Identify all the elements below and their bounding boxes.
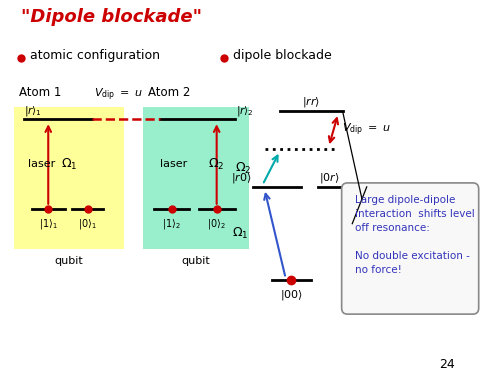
FancyBboxPatch shape — [14, 107, 124, 248]
Text: $|1\rangle_1$: $|1\rangle_1$ — [39, 217, 58, 231]
Text: atomic configuration: atomic configuration — [30, 49, 160, 62]
Text: $V_{\rm dip}\ =\ u$: $V_{\rm dip}\ =\ u$ — [94, 87, 144, 103]
Text: $\Omega_2$: $\Omega_2$ — [208, 156, 224, 172]
Text: laser: laser — [28, 159, 55, 169]
Text: qubit: qubit — [54, 257, 84, 266]
FancyBboxPatch shape — [143, 107, 249, 248]
Text: $\Omega_2$: $\Omega_2$ — [234, 160, 251, 175]
Text: "Dipole blockade": "Dipole blockade" — [21, 8, 202, 26]
Text: $V_{\rm dip}\ =\ u$: $V_{\rm dip}\ =\ u$ — [342, 122, 392, 138]
Text: $|r\rangle_1$: $|r\rangle_1$ — [24, 104, 42, 118]
Text: Large dipole-dipole
interaction  shifts level
off resonance:

No double excitati: Large dipole-dipole interaction shifts l… — [355, 195, 475, 275]
Text: $|0\rangle_1$: $|0\rangle_1$ — [78, 217, 98, 231]
Text: $|1\rangle_2$: $|1\rangle_2$ — [162, 217, 182, 231]
Text: Atom 2: Atom 2 — [148, 86, 190, 99]
Text: $|r\rangle_2$: $|r\rangle_2$ — [236, 104, 254, 118]
Text: $|rr\rangle$: $|rr\rangle$ — [302, 95, 320, 109]
Text: $|r0\rangle$: $|r0\rangle$ — [231, 171, 252, 185]
Text: Atom 1: Atom 1 — [20, 86, 61, 99]
Text: laser: laser — [160, 159, 188, 169]
FancyBboxPatch shape — [342, 183, 478, 314]
Text: $\Omega_1$: $\Omega_1$ — [232, 226, 248, 241]
Text: qubit: qubit — [182, 257, 210, 266]
Text: $|0\rangle_2$: $|0\rangle_2$ — [207, 217, 226, 231]
Text: $|0r\rangle$: $|0r\rangle$ — [320, 171, 340, 185]
Text: $|00\rangle$: $|00\rangle$ — [280, 288, 303, 302]
Text: $\Omega_1$: $\Omega_1$ — [61, 156, 77, 172]
Text: dipole blockade: dipole blockade — [232, 49, 332, 62]
Text: 24: 24 — [439, 358, 455, 371]
